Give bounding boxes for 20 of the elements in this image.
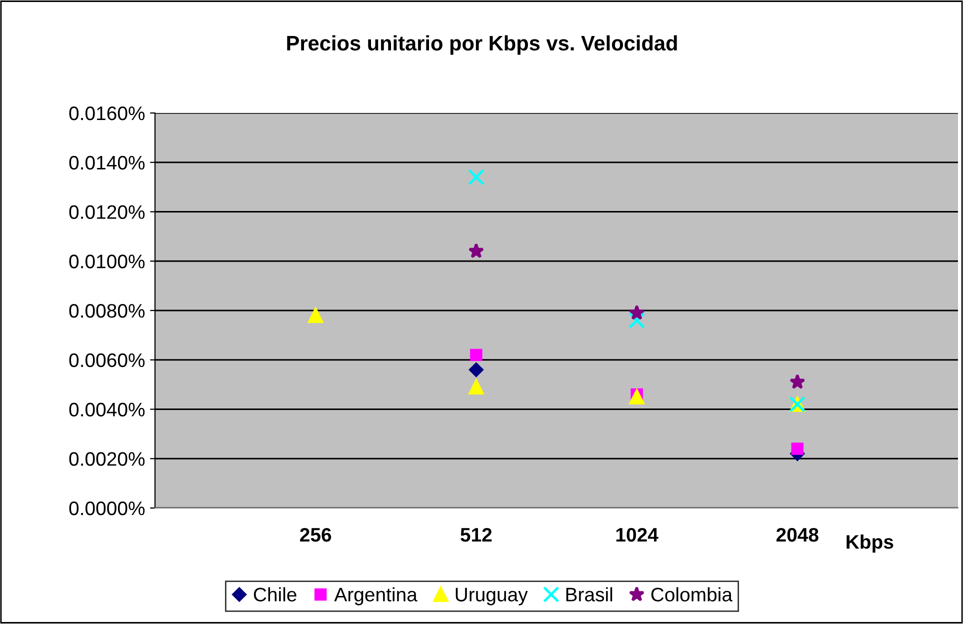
- legend-label: Uruguay: [456, 588, 528, 606]
- y-tick-label: 0.0020%: [69, 452, 145, 466]
- y-tick-label: 0.0100%: [69, 254, 145, 268]
- x-tick-label: 2048: [776, 528, 818, 542]
- y-tick-label: 0.0040%: [69, 402, 145, 416]
- legend-label: Colombia: [651, 587, 732, 602]
- legend-label: Argentina: [334, 587, 418, 606]
- y-tick-label: 0.0060%: [69, 353, 145, 368]
- legend-label: Brasil: [566, 587, 612, 602]
- x-tick-label: 512: [460, 528, 492, 542]
- y-tick-label: 0.0000%: [69, 501, 145, 516]
- chart-title: Precios unitario por Kbps vs. Velocidad: [287, 35, 677, 55]
- y-tick-label: 0.0140%: [69, 156, 145, 170]
- y-tick-label: 0.0080%: [69, 304, 145, 318]
- x-axis-title: Kbps: [846, 534, 894, 553]
- y-tick-label: 0.0120%: [69, 205, 145, 219]
- x-tick-label: 1024: [616, 528, 658, 542]
- legend-label: Chile: [254, 587, 296, 602]
- x-tick-label: 256: [300, 528, 332, 542]
- y-tick-label: 0.0160%: [69, 106, 145, 120]
